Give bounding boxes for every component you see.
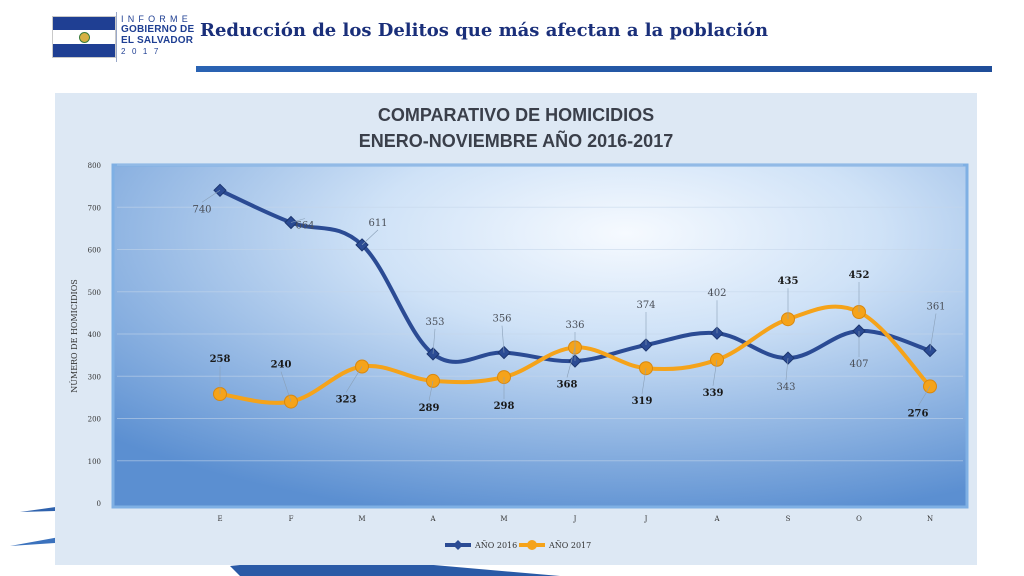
x-tick-label: M <box>358 515 365 523</box>
x-tick-label: N <box>927 515 933 523</box>
x-tick-label: A <box>713 515 720 523</box>
data-label-2016: 740 <box>192 204 211 215</box>
leader-line <box>641 368 647 395</box>
x-tick-label: J <box>573 515 577 523</box>
x-tick-label: E <box>217 515 222 523</box>
legend-label: AÑO 2016 <box>474 541 517 550</box>
data-label-2016: 374 <box>636 300 655 311</box>
data-label-2016: 402 <box>707 288 726 299</box>
data-label-2016: 361 <box>926 302 945 313</box>
x-tick-label: S <box>786 515 791 523</box>
data-point-2016 <box>710 326 724 340</box>
y-axis-label: NÚMERO DE HOMICIDIOS <box>70 279 79 392</box>
y-tick-label: 700 <box>88 204 101 212</box>
data-label-2016: 336 <box>565 320 584 331</box>
brand-line-elsalvador: EL SALVADOR <box>121 35 194 46</box>
x-tick-label: O <box>856 515 862 523</box>
leader-line <box>290 218 306 223</box>
leader-line <box>361 229 379 246</box>
chart-panel: COMPARATIVO DE HOMICIDIOS ENERO-NOVIEMBR… <box>55 93 977 565</box>
data-label-2017: 298 <box>494 401 515 412</box>
y-tick-label: 0 <box>97 500 101 508</box>
brand-line-year: 2017 <box>121 47 165 56</box>
y-tick-label: 200 <box>88 416 101 424</box>
leader-line <box>566 347 576 378</box>
data-label-2016: 664 <box>295 221 314 232</box>
brand-logo: INFORME GOBIERNO DE EL SALVADOR 2017 <box>121 15 197 56</box>
data-label-2017: 240 <box>271 360 292 371</box>
leader-line <box>712 359 718 386</box>
x-tick-label: J <box>644 515 648 523</box>
data-label-2017: 289 <box>419 403 440 414</box>
data-label-2017: 276 <box>908 408 929 419</box>
leader-line <box>428 380 434 401</box>
header-rule <box>196 66 992 72</box>
leader-line <box>345 366 363 393</box>
brand-divider <box>116 12 117 62</box>
data-label-2017: 435 <box>778 276 799 287</box>
legend-marker-icon <box>453 540 463 550</box>
leader-line <box>501 325 505 353</box>
data-label-2017: 368 <box>557 380 578 391</box>
y-tick-label: 500 <box>88 289 101 297</box>
chart-subtitle: ENERO-NOVIEMBRE AÑO 2016-2017 <box>359 130 673 151</box>
data-label-2017: 323 <box>336 395 357 406</box>
data-label-2017: 339 <box>703 388 724 399</box>
x-tick-label: F <box>289 515 294 523</box>
data-label-2017: 452 <box>849 270 870 281</box>
data-label-2017: 258 <box>210 354 231 365</box>
legend-marker-icon <box>527 540 537 550</box>
x-tick-label: A <box>429 515 436 523</box>
brand-line-informe: INFORME <box>121 14 192 24</box>
plot-area <box>111 163 969 509</box>
y-tick-label: 600 <box>88 247 101 255</box>
leader-line <box>201 190 221 203</box>
y-tick-label: 100 <box>88 458 101 466</box>
y-tick-label: 800 <box>88 162 101 170</box>
data-label-2016: 611 <box>368 218 387 229</box>
data-label-2016: 343 <box>776 382 795 393</box>
el-salvador-flag-icon <box>52 16 116 58</box>
data-label-2016: 353 <box>425 317 444 328</box>
data-label-2016: 407 <box>849 359 868 370</box>
leader-line <box>432 328 436 354</box>
x-tick-label: M <box>500 515 507 523</box>
leader-line <box>917 386 931 407</box>
leader-line <box>929 313 937 351</box>
y-tick-label: 400 <box>88 331 101 339</box>
y-tick-label: 300 <box>88 373 101 381</box>
homicide-line-chart: COMPARATIVO DE HOMICIDIOS ENERO-NOVIEMBR… <box>70 105 969 550</box>
leader-line <box>280 371 292 402</box>
chart-title: COMPARATIVO DE HOMICIDIOS <box>378 105 654 125</box>
header: INFORME GOBIERNO DE EL SALVADOR 2017 Red… <box>0 0 1024 72</box>
legend-label: AÑO 2017 <box>548 541 591 550</box>
data-label-2016: 356 <box>492 314 511 325</box>
page-title: Reducción de los Delitos que más afectan… <box>200 20 769 41</box>
data-label-2017: 319 <box>632 396 653 407</box>
brand-line-gobierno: GOBIERNO DE <box>121 24 195 35</box>
leader-line <box>785 358 789 381</box>
